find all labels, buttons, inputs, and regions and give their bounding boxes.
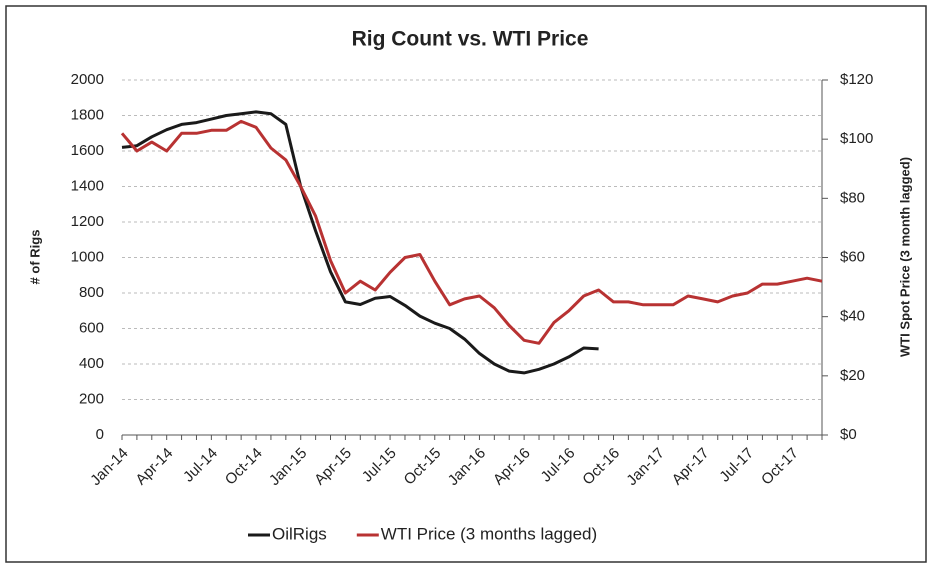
y2-tick-label: $100 — [840, 130, 873, 147]
y2-tick-label: $0 — [840, 426, 857, 443]
series-line — [121, 110, 599, 375]
y2-tick-label: $60 — [840, 248, 865, 265]
y-tick-label: 800 — [79, 284, 104, 301]
y2-tick-label: $40 — [840, 308, 865, 325]
y-tick-label: 1200 — [71, 213, 104, 230]
chart-title: Rig Count vs. WTI Price — [352, 28, 589, 51]
y-tick-label: 2000 — [71, 71, 104, 88]
legend-label: WTI Price (3 months lagged) — [381, 524, 597, 543]
y2-axis-title: WTI Spot Price (3 month lagged) — [897, 157, 912, 357]
y-tick-label: 1000 — [71, 248, 104, 265]
y-axis-title: # of Rigs — [27, 230, 42, 285]
y2-tick-label: $120 — [840, 71, 873, 88]
y2-tick-label: $80 — [840, 189, 865, 206]
y-tick-label: 1600 — [71, 142, 104, 159]
y-tick-label: 1400 — [71, 177, 104, 194]
y-tick-label: 0 — [96, 426, 104, 443]
y2-tick-label: $20 — [840, 367, 865, 384]
y-tick-label: 600 — [79, 319, 104, 336]
y-tick-label: 1800 — [71, 106, 104, 123]
legend-label: OilRigs — [272, 524, 327, 543]
series-line — [120, 119, 823, 345]
y-tick-label: 200 — [79, 390, 104, 407]
y-tick-label: 400 — [79, 355, 104, 372]
